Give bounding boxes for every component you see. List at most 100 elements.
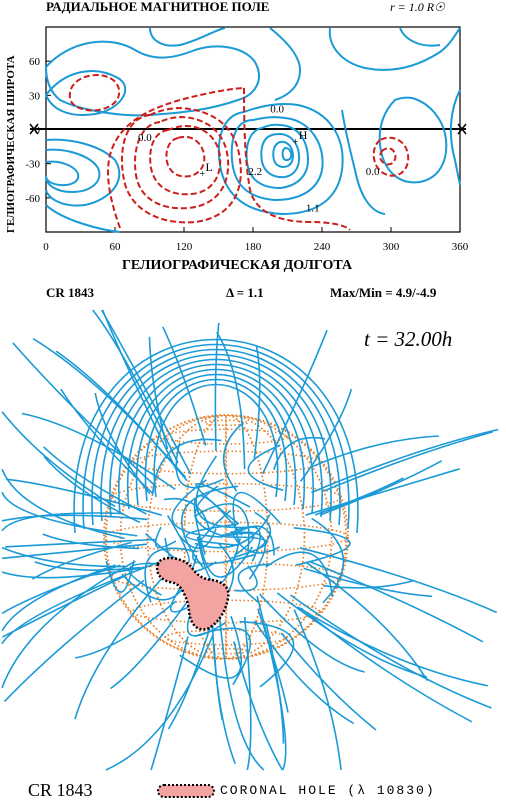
extremum-label: H (299, 128, 308, 142)
max-min-label: Max/Min = 4.9/-4.9 (330, 285, 437, 300)
contour-label: 0.0 (270, 103, 284, 115)
field-line (223, 421, 245, 492)
field-line (163, 497, 210, 530)
field-line (300, 607, 473, 723)
x-tick-label: 360 (452, 241, 469, 253)
y-tick-label: 0 (35, 125, 41, 137)
field-line (227, 536, 268, 560)
field-line (194, 627, 251, 686)
contour-label: 0.0 (138, 132, 152, 144)
field-line (289, 594, 492, 709)
sphere-grid (104, 415, 348, 659)
field-line (253, 345, 261, 459)
field-line (126, 368, 306, 510)
equator-right-marker (457, 123, 467, 135)
field-line (234, 565, 258, 592)
sphere-limb (103, 414, 349, 660)
field-line (150, 636, 189, 771)
field-line (265, 623, 285, 744)
field-line (293, 527, 351, 566)
field-line (144, 547, 198, 603)
field-line (225, 526, 261, 562)
field-line (144, 378, 288, 502)
field-line (319, 460, 443, 516)
field-line (135, 373, 297, 506)
extremum-marker: + (293, 137, 299, 148)
field-line (220, 531, 267, 580)
field-line (233, 641, 284, 771)
field-line (101, 309, 178, 471)
field-line (3, 579, 145, 703)
field-line (247, 444, 284, 491)
field-line (323, 431, 493, 492)
field-lines (1, 309, 499, 771)
field-line (6, 478, 162, 516)
x-tick-label: 180 (245, 241, 262, 253)
field-line (5, 538, 157, 548)
field-line (225, 532, 255, 557)
field-line (105, 560, 135, 593)
field-line (211, 615, 236, 764)
field-line (117, 363, 315, 514)
contour-label: 2.2 (248, 166, 262, 178)
extremum-marker: + (200, 169, 206, 180)
field-line (1, 564, 116, 632)
contour-label: 1.1 (306, 203, 320, 215)
field-line (73, 338, 359, 534)
field-line (311, 428, 499, 494)
field-line (276, 592, 428, 678)
contour-step-label: Δ = 1.1 (226, 285, 264, 300)
field-line (1, 564, 121, 615)
x-tick-label: 0 (43, 241, 49, 253)
field-line (323, 579, 415, 589)
y-tick-label: 30 (29, 90, 41, 102)
x-tick-label: 120 (176, 241, 193, 253)
field-line (180, 485, 239, 569)
field-line (109, 358, 323, 518)
field-line (175, 442, 224, 489)
field-line (162, 326, 207, 446)
radius-label: r = 1.0 R☉ (390, 0, 445, 14)
field-line (195, 455, 258, 529)
field-line (110, 593, 194, 690)
field-line (195, 483, 251, 525)
equator-left-marker (29, 123, 39, 135)
field-line (1, 514, 148, 522)
field-line (214, 322, 220, 452)
field-line (74, 578, 163, 720)
x-tick-label: 300 (383, 241, 400, 253)
x-tick-label: 240 (314, 241, 331, 253)
field-line (43, 446, 147, 515)
y-tick-label: -30 (25, 159, 40, 171)
sphere-meridian (146, 415, 306, 659)
extremum-label: L (206, 160, 213, 174)
field-line (243, 616, 252, 771)
field-line (273, 437, 326, 471)
contour-label: 0.0 (366, 166, 380, 178)
field-line (280, 632, 377, 731)
field-line (1, 411, 116, 508)
coronal-hole-legend-swatch (157, 784, 215, 798)
x-tick-label: 60 (110, 241, 122, 253)
y-tick-label: -60 (25, 193, 40, 205)
field-line (42, 533, 140, 550)
field-line (193, 494, 243, 555)
field-line (261, 329, 328, 475)
field-line (218, 611, 265, 771)
field-line (100, 353, 332, 522)
field-line (297, 606, 488, 687)
field-line (234, 525, 275, 556)
field-line (91, 348, 341, 526)
field-line (303, 567, 432, 598)
coronal-hole (155, 556, 230, 631)
field-line (12, 342, 158, 488)
field-line (259, 593, 365, 673)
field-line (254, 511, 272, 551)
negative-contours (68, 73, 410, 231)
field-line (128, 562, 171, 596)
field-line (1, 468, 125, 540)
field-line (154, 526, 177, 549)
field-line (92, 309, 179, 464)
